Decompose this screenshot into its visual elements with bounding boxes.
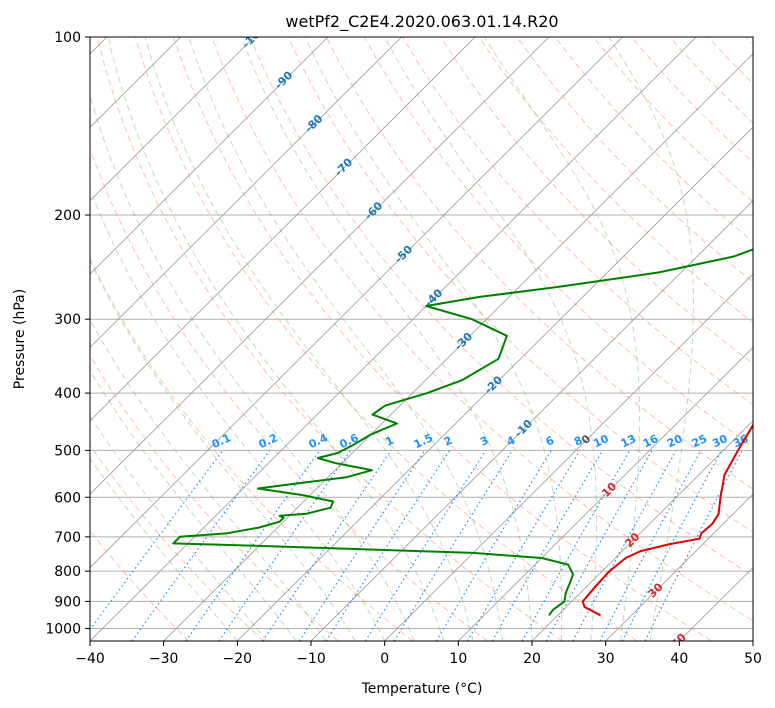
mixing-ratio-line [298,450,426,641]
mixing-ratio-line [325,450,451,641]
moist-adiabat [144,37,474,641]
moist-adiabat [90,259,356,641]
x-tick-label: 0 [380,651,389,667]
dry-adiabat [134,37,638,641]
isotherm-line [90,37,255,202]
background-lines [90,37,753,641]
x-tick-label: −30 [149,651,179,667]
mixing-ratio-label: 20 [665,432,685,450]
isotherm-line [163,53,753,641]
mixing-ratio-line [262,450,392,641]
plot-frame [89,36,754,642]
moist-adiabat [188,37,503,641]
mixing-ratio-line [466,450,581,641]
y-axis: 100 200 300 400 500 600 700 800 900 1000 [45,30,90,637]
isotherm-line [90,37,476,422]
mixing-ratio-label: 16 [641,432,661,450]
moist-adiabat [484,37,641,641]
dry-adiabat [211,37,753,622]
y-axis-label: Pressure (hPa) [12,289,28,389]
x-tick-label: 50 [744,651,762,667]
dry-adiabat [249,37,753,577]
temperature-profile [581,423,753,617]
mixing-ratio-line [185,450,321,641]
dry-adiabat [90,257,414,641]
moist-adiabat [90,93,415,641]
isotherm-line [384,273,753,641]
x-tick-label: −20 [223,651,253,667]
mixing-ratio-line [572,450,677,641]
dry-adiabat [96,37,563,641]
y-tick-label: 600 [54,490,81,506]
y-tick-label: 800 [54,564,81,580]
moist-adiabat [90,187,386,641]
x-axis-label: Temperature (°C) [361,681,483,697]
mixing-ratio-line [435,450,552,641]
isotherm-line [90,37,550,495]
mixing-ratio-label: 30 [710,432,730,450]
isotherm-line [90,37,402,348]
x-tick-label: 10 [449,651,467,667]
y-tick-label: 700 [54,530,81,546]
isotherm-line [605,493,753,641]
dewpoint-profile [172,248,753,616]
mixing-ratio-line [364,450,487,641]
isotherm-label: 40 [669,631,689,651]
x-tick-label: −10 [296,651,326,667]
chart-title: wetPf2_C2E4.2020.063.01.14.R20 [285,12,558,32]
moist-adiabat [90,369,297,641]
dry-adiabat [90,444,264,641]
moist-adiabat [90,457,238,641]
dry-adiabat [173,37,712,641]
x-tick-label: 20 [523,651,541,667]
moist-adiabat [608,37,694,641]
isotherm-line [90,37,623,569]
isotherm-line [458,346,753,641]
y-tick-label: 100 [54,30,81,46]
y-tick-label: 300 [54,312,81,328]
moist-adiabat [304,37,563,641]
x-tick-label: −40 [75,651,105,667]
mixing-ratio-label: 13 [619,432,638,450]
moist-adiabat [90,318,327,641]
mixing-ratio-line [393,450,513,641]
mixing-ratio-line [218,450,351,641]
moist-adiabat [107,37,445,641]
isotherm-line [237,126,753,641]
moist-adiabat [240,37,533,641]
moist-adiabat [384,37,597,641]
profiles [172,248,753,617]
y-tick-label: 900 [54,594,81,610]
isotherm-line [531,420,753,641]
y-tick-label: 500 [54,443,81,459]
isotherm-line [90,37,329,275]
dry-adiabat [325,37,753,490]
y-tick-label: 200 [54,208,81,224]
dry-adiabat [287,37,753,533]
mixing-ratio-label: 25 [690,432,709,450]
x-axis: −40 −30 −20 −10 0 10 20 30 40 50 [75,641,762,667]
y-tick-label: 400 [54,386,81,402]
dry-adiabat [516,37,753,283]
mixing-ratio-label: 10 [591,432,611,450]
moist-adiabat [90,415,268,641]
x-tick-label: 40 [670,651,688,667]
y-tick-label: 1000 [45,621,81,637]
x-tick-label: 30 [597,651,615,667]
isotherm-line [90,37,697,641]
